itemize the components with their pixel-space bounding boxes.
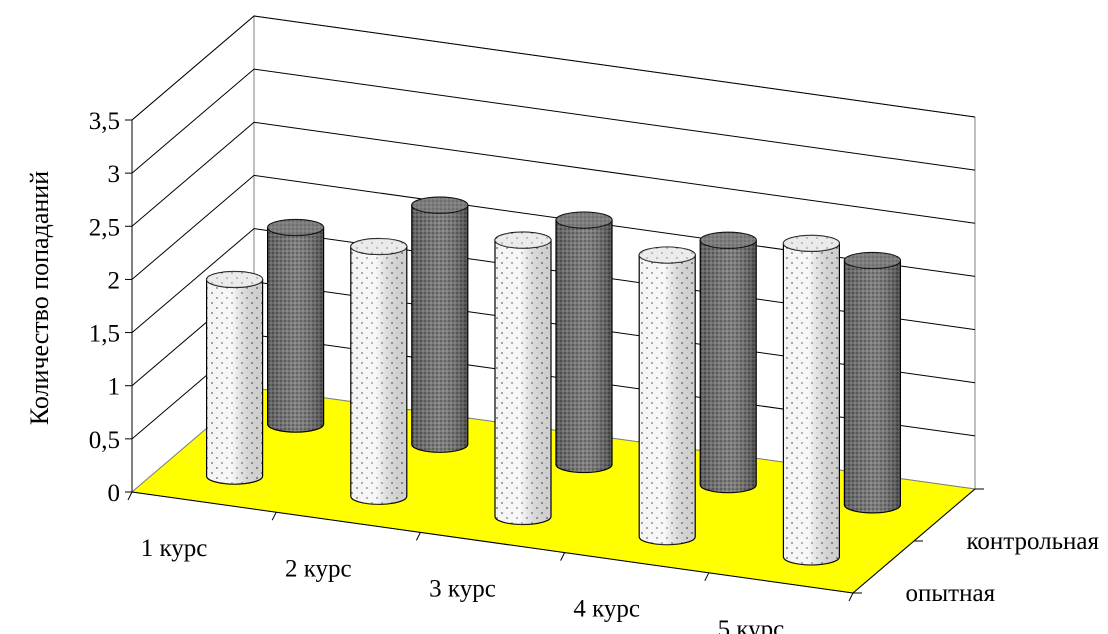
bar-experimental-4 bbox=[638, 246, 696, 546]
y-tick-label: 3,5 bbox=[89, 108, 120, 135]
y-tick-label: 1,5 bbox=[89, 321, 120, 348]
y-tick-label: 0,5 bbox=[89, 427, 120, 454]
bar-control-4 bbox=[699, 231, 757, 494]
depth-label: контрольная bbox=[967, 528, 1100, 555]
x-tick-label: 4 курс bbox=[573, 596, 640, 623]
y-tick-label: 3 bbox=[108, 161, 121, 188]
x-tick-label: 1 курс bbox=[141, 535, 208, 562]
gridline bbox=[131, 68, 976, 174]
x-tick bbox=[271, 511, 277, 521]
x-tick bbox=[704, 572, 710, 582]
x-tick bbox=[415, 532, 421, 541]
x-tick-label: 3 курс bbox=[429, 576, 496, 603]
x-tick-label: 5 курс bbox=[718, 616, 785, 634]
y-tick-label: 1 bbox=[108, 374, 121, 401]
x-tick-label: 2 курс bbox=[285, 555, 352, 582]
x-tick bbox=[127, 491, 133, 501]
depth-label: опытная bbox=[906, 580, 996, 607]
y-tick-label: 2 bbox=[108, 267, 121, 294]
bar-control-2 bbox=[411, 196, 469, 453]
y-tick-label: 0 bbox=[108, 480, 121, 507]
bar-control-3 bbox=[555, 211, 613, 474]
gridline bbox=[131, 15, 976, 121]
bar-control-1 bbox=[267, 218, 325, 433]
bar-experimental-2 bbox=[350, 237, 408, 505]
y-axis-title: Количество попаданий bbox=[25, 171, 54, 425]
x-axis-line bbox=[131, 491, 854, 594]
bar-experimental-3 bbox=[494, 231, 552, 526]
bar-experimental-5 bbox=[782, 234, 841, 566]
bars-group bbox=[206, 196, 902, 566]
axes-group: 0 0,5 1 1,5 2 2,5 3 3,5 1 курс 2 курс 3 курс 4 курс… bbox=[89, 108, 1100, 634]
bar-experimental-1 bbox=[206, 270, 264, 485]
x-tick bbox=[560, 552, 566, 561]
y-tick-label: 2,5 bbox=[89, 214, 120, 241]
bar-control-5 bbox=[843, 251, 902, 514]
x-tick bbox=[848, 592, 854, 602]
gridline bbox=[131, 121, 976, 227]
